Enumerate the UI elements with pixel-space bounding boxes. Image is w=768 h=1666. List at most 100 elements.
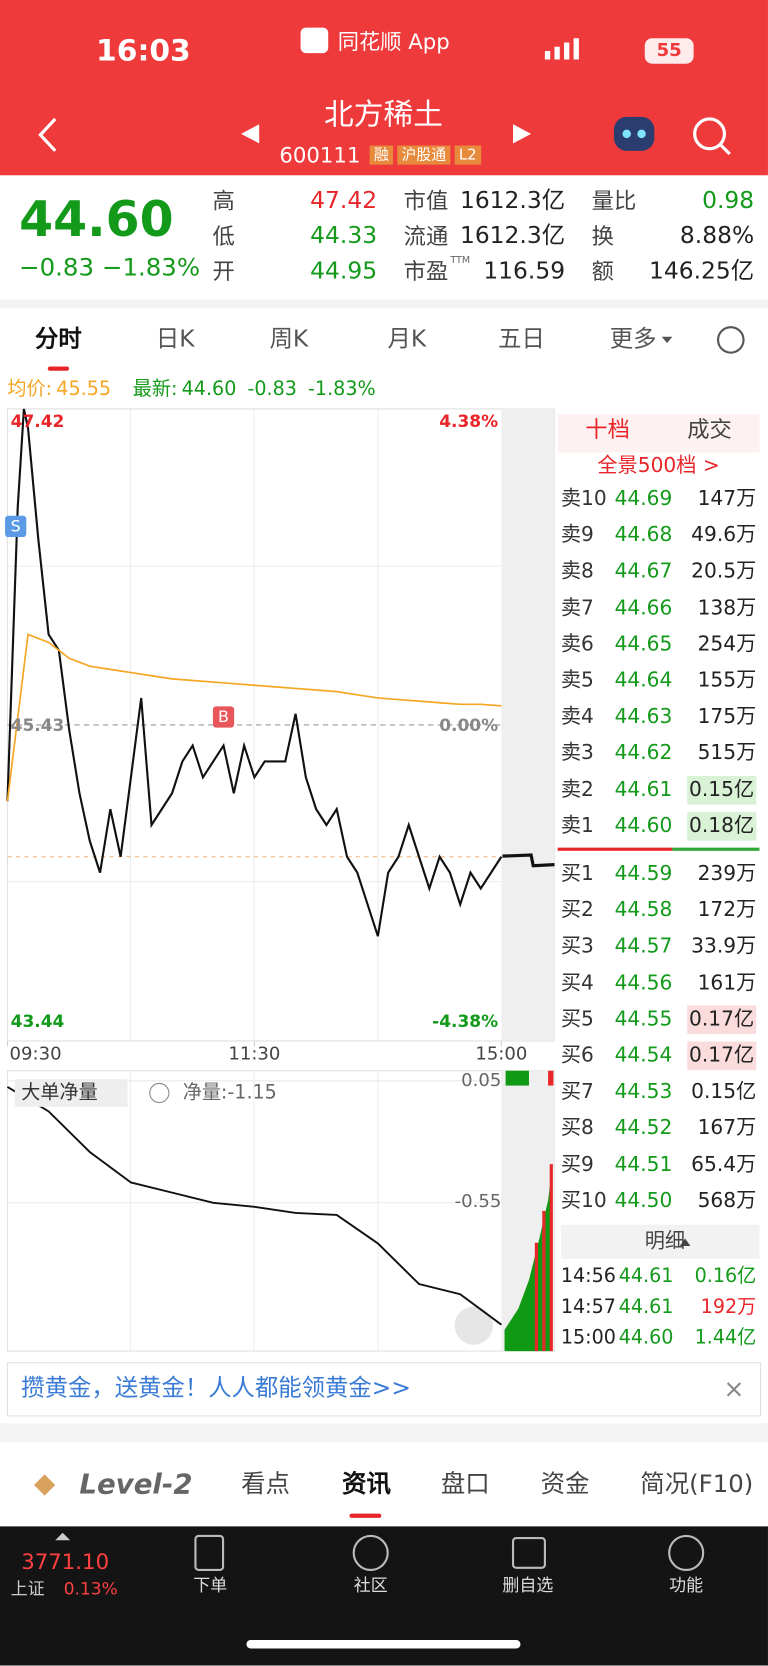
book-vol: 172万 — [697, 898, 757, 922]
divider — [0, 1423, 768, 1443]
tab[interactable]: 月K — [387, 326, 427, 353]
up-arrow — [55, 1532, 71, 1541]
banner-frame — [6, 1362, 762, 1417]
bottom-tab[interactable]: 简况(F10) — [640, 1470, 754, 1499]
bottom-tab[interactable]: Level-2 — [79, 1469, 193, 1501]
legend-text: 最新: — [132, 378, 178, 401]
book-vol: 20.5万 — [691, 559, 757, 584]
book-price: 44.59 — [614, 861, 673, 886]
tab[interactable]: 日K — [155, 326, 195, 353]
book-label: 买5 — [560, 1007, 594, 1031]
book-label: 买4 — [560, 970, 594, 995]
legend-text: 均价: — [7, 378, 53, 401]
y2-tick-label: -4.38% — [432, 1011, 499, 1032]
nav-item[interactable]: 删自选 — [502, 1575, 554, 1596]
detail-price: 44.60 — [618, 1326, 674, 1349]
volume-red — [534, 1164, 553, 1352]
back-icon[interactable] — [38, 117, 57, 152]
prev-icon[interactable] — [241, 124, 260, 144]
stat-value: 44.95 — [310, 258, 378, 285]
tab[interactable]: 周K — [269, 326, 309, 353]
tab-underline — [349, 1513, 382, 1518]
annotation-box — [5, 515, 27, 538]
nav-item[interactable]: 下单 — [193, 1575, 228, 1596]
banner[interactable]: 攒黄金，送黄金！人人都能领黄金>> — [21, 1375, 411, 1403]
stat-label: 市盈 — [403, 258, 449, 285]
book-vol: 0.15亿 — [691, 1079, 757, 1104]
dropdown-icon — [661, 336, 673, 344]
book-label: 卖6 — [560, 632, 594, 656]
book-vol: 33.9万 — [691, 934, 757, 958]
detail-price: 44.61 — [618, 1295, 674, 1319]
detail-time: 14:57 — [560, 1295, 616, 1319]
book-tab[interactable]: 成交 — [687, 416, 732, 443]
nav-item[interactable]: 社区 — [353, 1575, 388, 1596]
app-name: 同花顺 App — [337, 28, 450, 55]
book-label: 卖7 — [560, 595, 594, 620]
book-tab[interactable]: 十档 — [585, 416, 630, 443]
tab[interactable]: 分时 — [35, 326, 82, 353]
home-indicator — [246, 1640, 521, 1649]
stat-value: 44.33 — [310, 223, 378, 250]
book-sep — [557, 847, 673, 851]
detail-time: 14:56 — [560, 1265, 616, 1288]
net-legend[interactable]: 大单净量 — [14, 1079, 128, 1107]
x-tick-label: 09:30 — [9, 1043, 62, 1065]
book-sep — [672, 847, 760, 851]
x-tick-label: 15:00 — [475, 1043, 528, 1065]
book-tab-bg — [557, 414, 760, 453]
stock-code: 600111 — [279, 142, 361, 168]
book-link[interactable]: 全景500档 > — [597, 454, 720, 478]
stat-label: 高 — [212, 188, 235, 215]
book-label: 卖10 — [560, 487, 607, 511]
volume-top — [505, 1070, 529, 1086]
book-price: 44.61 — [614, 777, 673, 801]
tab[interactable]: 五日 — [498, 326, 545, 353]
bottom-tab[interactable]: 资金 — [540, 1470, 590, 1499]
book-price: 44.67 — [614, 559, 673, 584]
book-vol: 147万 — [697, 487, 757, 511]
net-line — [6, 1086, 502, 1326]
stat-sup: TTM — [450, 255, 471, 267]
search-icon[interactable] — [693, 117, 727, 151]
stat-value: 146.25亿 — [649, 258, 755, 285]
expand-icon[interactable] — [454, 1306, 493, 1345]
book-label: 买3 — [560, 934, 594, 958]
book-label: 买10 — [560, 1188, 607, 1213]
x-tick-label: 11:30 — [228, 1043, 281, 1065]
book-label: 卖3 — [560, 741, 594, 765]
next-icon[interactable] — [513, 124, 532, 144]
stat-value: 8.88% — [679, 223, 755, 250]
stat-label: 开 — [212, 258, 235, 285]
legend-text: -0.83 — [247, 378, 297, 401]
book-label: 买9 — [560, 1152, 594, 1176]
book-label: 卖8 — [560, 559, 594, 584]
stock-name: 北方稀土 — [323, 96, 443, 132]
stat-value: 47.42 — [310, 188, 378, 215]
stat-label: 流通 — [403, 223, 449, 250]
detail-bg — [560, 1224, 760, 1259]
book-price: 44.58 — [614, 898, 673, 922]
book-vol: 0.17亿 — [686, 1041, 757, 1071]
settings-icon[interactable] — [716, 326, 745, 354]
bottom-tab[interactable]: 资讯 — [342, 1470, 391, 1499]
after-hours-strip — [501, 408, 555, 1041]
tab-underline — [47, 366, 70, 371]
sort-icon — [679, 1238, 691, 1246]
index-value: 3771.10 — [21, 1548, 110, 1575]
change: −0.83 — [19, 254, 94, 283]
book-vol: 239万 — [697, 861, 757, 886]
book-price: 44.64 — [614, 668, 673, 693]
price-line — [6, 408, 503, 937]
bottom-tab[interactable]: 看点 — [241, 1470, 290, 1499]
nav-item[interactable]: 功能 — [669, 1575, 704, 1596]
tab[interactable]: 更多 — [609, 326, 657, 353]
bottom-tab[interactable]: 盘口 — [440, 1470, 490, 1499]
book-vol: 138万 — [697, 595, 757, 620]
stat-label: 市值 — [403, 188, 449, 215]
book-vol: 254万 — [697, 632, 757, 656]
stat-value: 1612.3亿 — [459, 223, 566, 250]
robot-icon[interactable] — [613, 116, 655, 151]
